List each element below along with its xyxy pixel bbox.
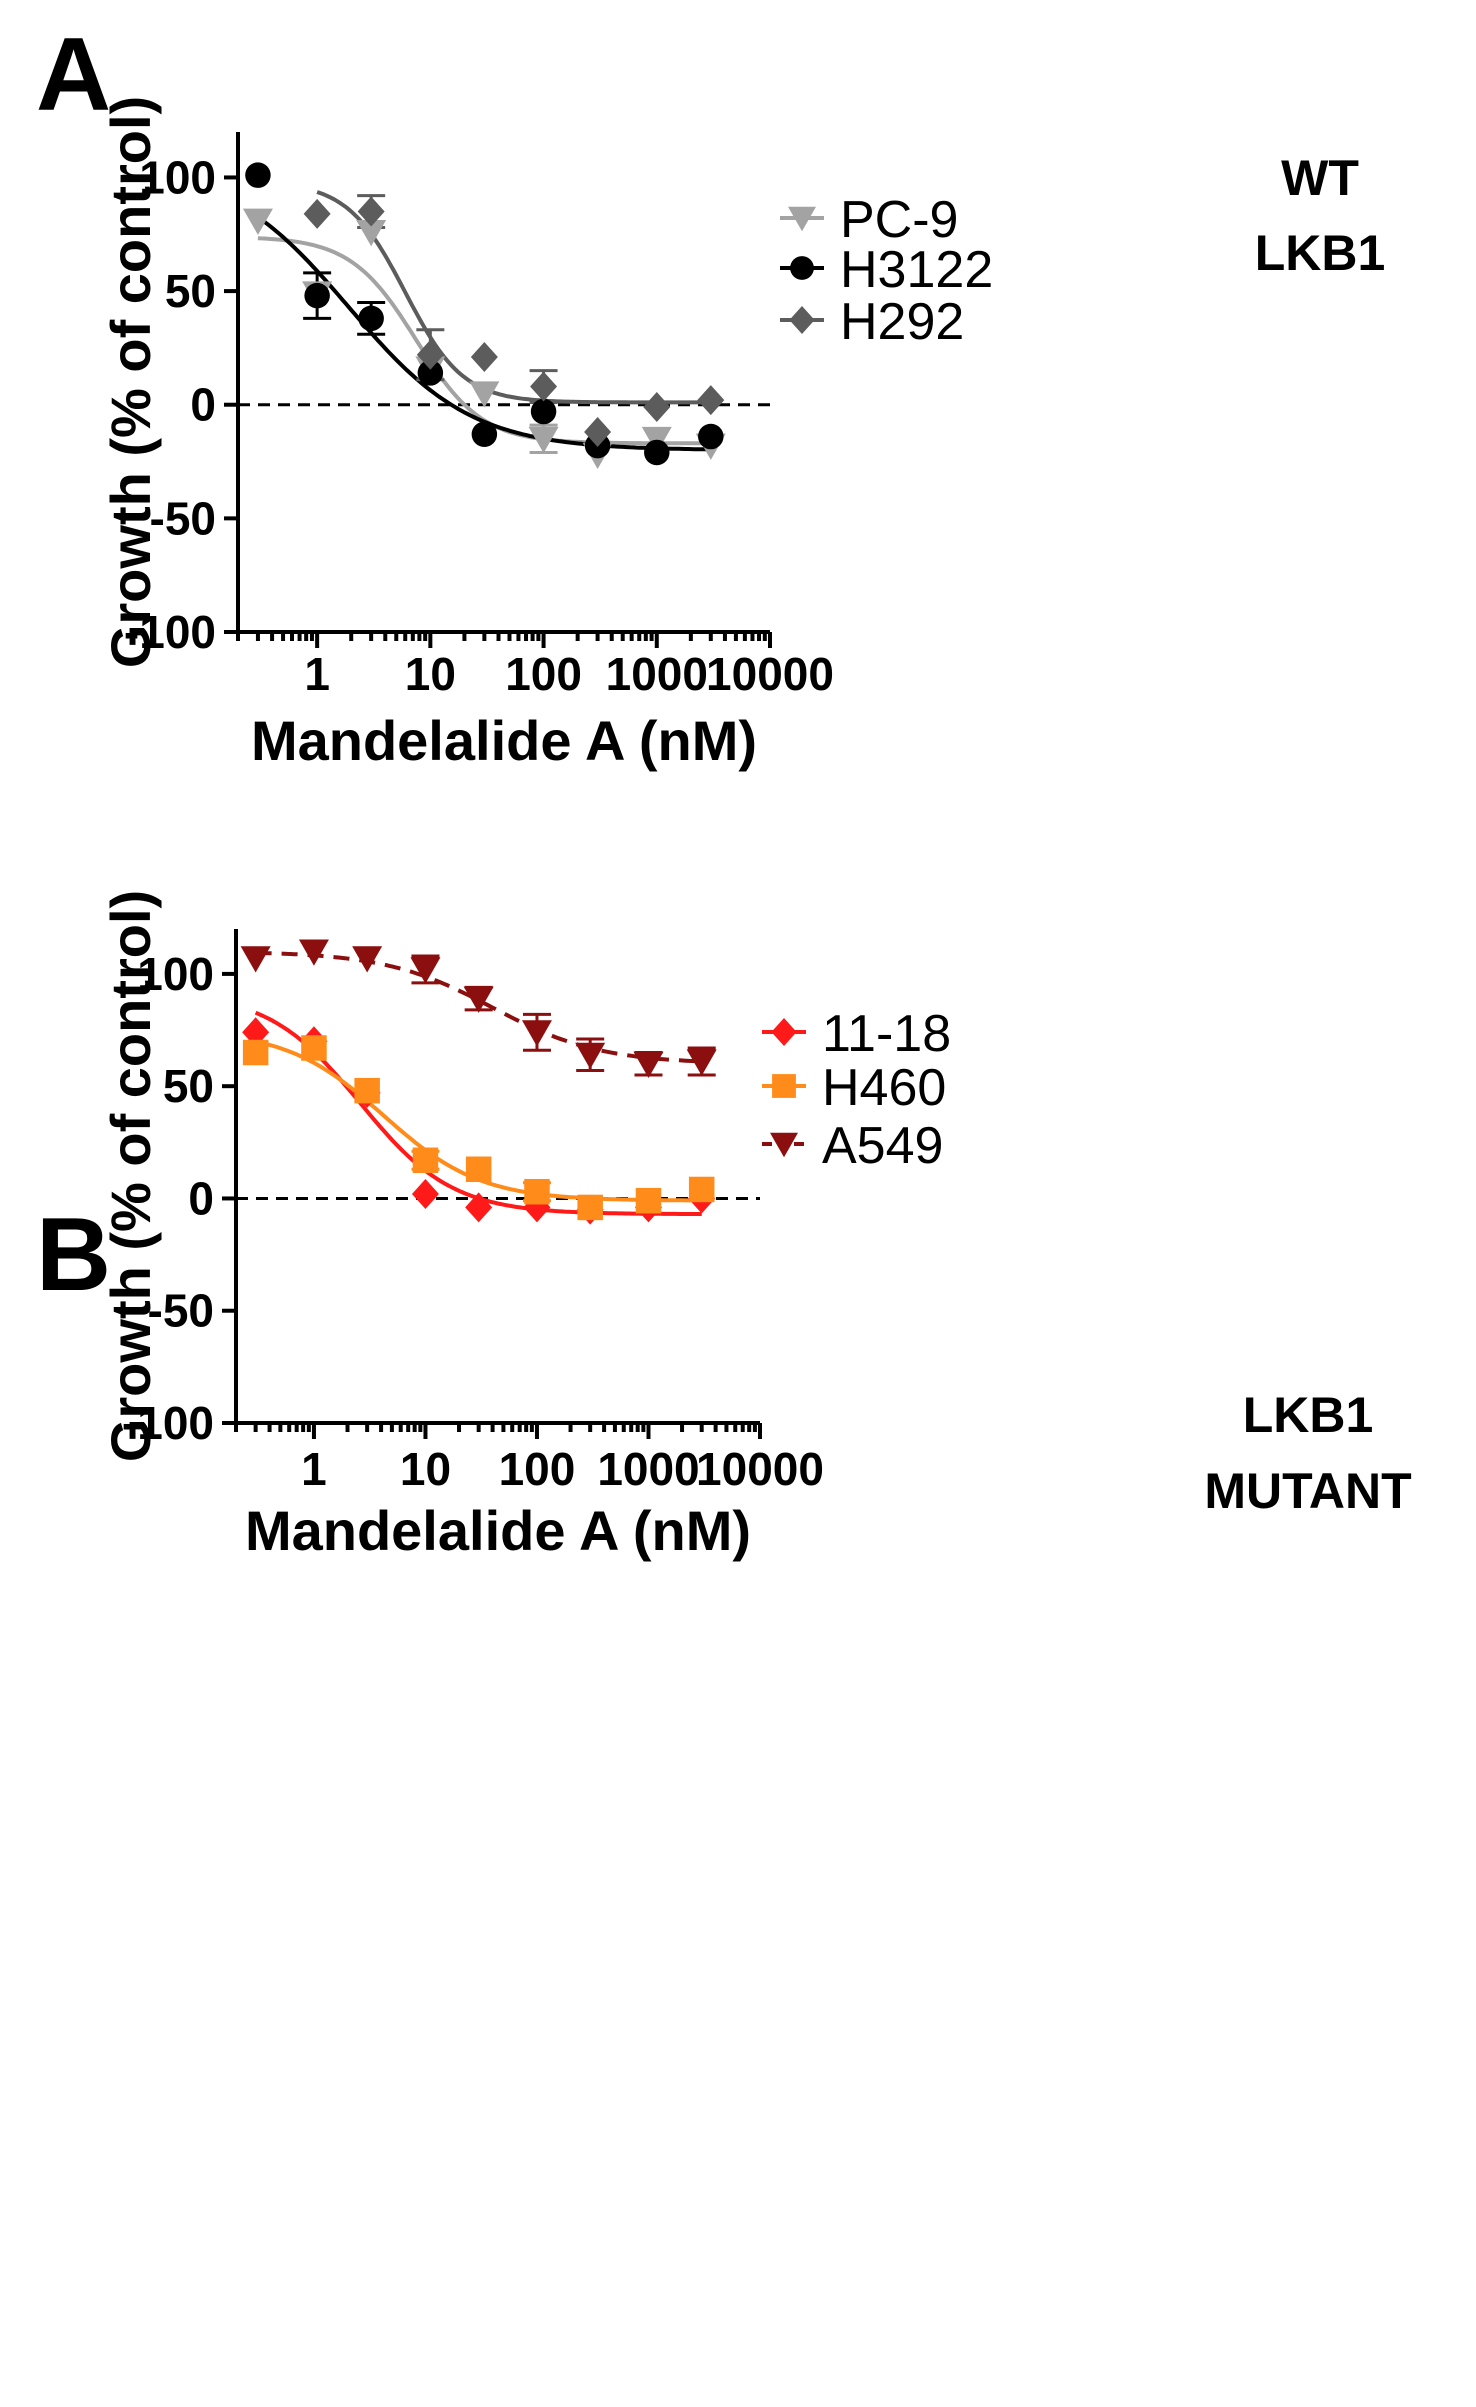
panel-a-x-tick-label: 1000 (606, 648, 708, 700)
panel-a-legend-title-line-2: LKB1 (1255, 225, 1386, 281)
panel-a-y-tick-label: 100 (139, 151, 216, 203)
panel-a-x-tick-label: 1 (304, 648, 330, 700)
panel-b-legend-title-line-1: LKB1 (1243, 1387, 1374, 1443)
panel-b-point-a549 (633, 1051, 664, 1078)
panel-a-x-tick-label: 10 (405, 648, 456, 700)
panel-b-y-tick-label: 50 (163, 1060, 214, 1112)
panel-b-point-a549 (352, 946, 383, 973)
panel-b-point-h460 (412, 1147, 439, 1174)
panel-a-y-tick-label: 50 (165, 265, 216, 317)
panel-b-axes (234, 929, 760, 1425)
panel-b-y-tick-label: -100 (122, 1397, 214, 1449)
panel-b-x-tick-label: 1000 (597, 1443, 699, 1495)
panel-a-legend-marker-pc-9 (788, 206, 816, 232)
panel-a-point-pc-9 (528, 426, 559, 454)
panel-a-point-h292 (643, 392, 671, 422)
panel-a-point-pc-9 (469, 381, 500, 408)
panel-b-legend-marker-h460 (772, 1074, 796, 1098)
panel-b-x-tick-label: 10 (400, 1443, 451, 1495)
panel-b-y-tick-label: -50 (148, 1285, 214, 1337)
panel-a-point-h292 (470, 342, 498, 372)
panel-letter-b: B (36, 1197, 111, 1313)
panel-a-point-h292 (584, 417, 612, 447)
panel-a-point-h292 (530, 371, 558, 402)
panel-a-y-tick-label: -50 (150, 492, 216, 544)
panel-a-legend-title-line-1: WT (1281, 150, 1359, 206)
panel-b-legend-title-line-2: MUTANT (1204, 1463, 1411, 1519)
panel-a-legend-label-h292: H292 (840, 293, 964, 351)
panel-b-y-tick-label: 100 (137, 948, 214, 1000)
panel-a-markers (242, 162, 726, 469)
panel-a-point-h3122 (417, 360, 444, 386)
panel-a-y-tick-label: 0 (190, 379, 216, 431)
panel-b-point-h460 (577, 1194, 603, 1221)
panel-b-point-11-18 (465, 1192, 493, 1223)
panel-b-legend-label-h460: H460 (822, 1059, 946, 1117)
panel-a-point-h3122 (698, 423, 724, 450)
panel-b-point-a549 (686, 1049, 717, 1076)
panel-a-point-h3122 (644, 439, 670, 466)
panel-a-point-h3122 (530, 398, 557, 425)
panel-a-legend-label-pc-9: PC-9 (840, 191, 958, 249)
panel-b-markers (240, 939, 717, 1225)
panel-a-x-tick-label: 100 (505, 648, 582, 700)
panel-letter-a: A (36, 17, 111, 133)
panel-a-legend-label-h3122: H3122 (840, 241, 993, 299)
panel-b-y-tick-label: 0 (188, 1172, 214, 1224)
panel-a-point-h292 (303, 198, 331, 229)
panel-b-point-a549 (240, 946, 271, 973)
panel-a-point-h3122 (304, 282, 330, 309)
panel-b-point-h460 (242, 1039, 269, 1066)
panel-b-legend-marker-11-18 (771, 1018, 797, 1046)
panel-b-legend-marker-a549 (770, 1132, 798, 1158)
panel-b-fit-curve-a549 (255, 950, 702, 1064)
panel-b-point-h460 (524, 1178, 550, 1205)
panel-b-point-a549 (463, 986, 494, 1013)
panel-b-x-axis-title: Mandelalide A (nM) (245, 1499, 751, 1562)
panel-b-point-a549 (410, 957, 441, 984)
panel-a-point-pc-9 (242, 208, 273, 235)
panel-a-point-h292 (697, 385, 725, 416)
panel-a-legend-marker-h3122 (790, 256, 814, 280)
panel-b-point-h460 (301, 1035, 327, 1061)
panel-b-point-11-18 (411, 1178, 439, 1209)
panel-a-x-axis-title: Mandelalide A (nM) (251, 709, 757, 772)
panel-b-x-tick-label: 10000 (696, 1443, 824, 1495)
panel-a-y-tick-label: -100 (124, 606, 216, 658)
panel-b-legend-label-a549: A549 (822, 1117, 943, 1175)
panel-b-point-a549 (298, 939, 329, 966)
panel-a-fit-curve-h292 (316, 190, 711, 405)
panel-a-y-axis-title: Growth (% of control) (99, 96, 162, 668)
panel-a-point-h292 (357, 196, 385, 227)
panel-a-x-tick-label: 10000 (706, 648, 834, 700)
panel-b-point-a549 (575, 1042, 606, 1069)
panel-b-point-h460 (465, 1156, 492, 1183)
panel-b-point-h460 (688, 1176, 715, 1203)
panel-a-point-pc-9 (356, 220, 387, 247)
panel-a-point-h292 (416, 339, 444, 370)
panel-b-point-h460 (354, 1077, 380, 1104)
panel-a-legend-marker-h292 (789, 306, 815, 334)
panel-b-point-a549 (521, 1020, 552, 1047)
panel-b-point-h460 (635, 1187, 662, 1214)
panel-b-y-axis-title: Growth (% of control) (99, 890, 162, 1462)
panel-b-x-tick-label: 1 (301, 1443, 327, 1495)
panel-a-axes (236, 132, 770, 634)
panel-a-point-h3122 (471, 421, 498, 448)
panel-b-legend-label-11-18: 11-18 (822, 1005, 951, 1063)
panel-a-point-h3122 (358, 305, 384, 332)
panel-a-point-h3122 (245, 162, 271, 188)
panel-b-x-tick-label: 100 (499, 1443, 576, 1495)
